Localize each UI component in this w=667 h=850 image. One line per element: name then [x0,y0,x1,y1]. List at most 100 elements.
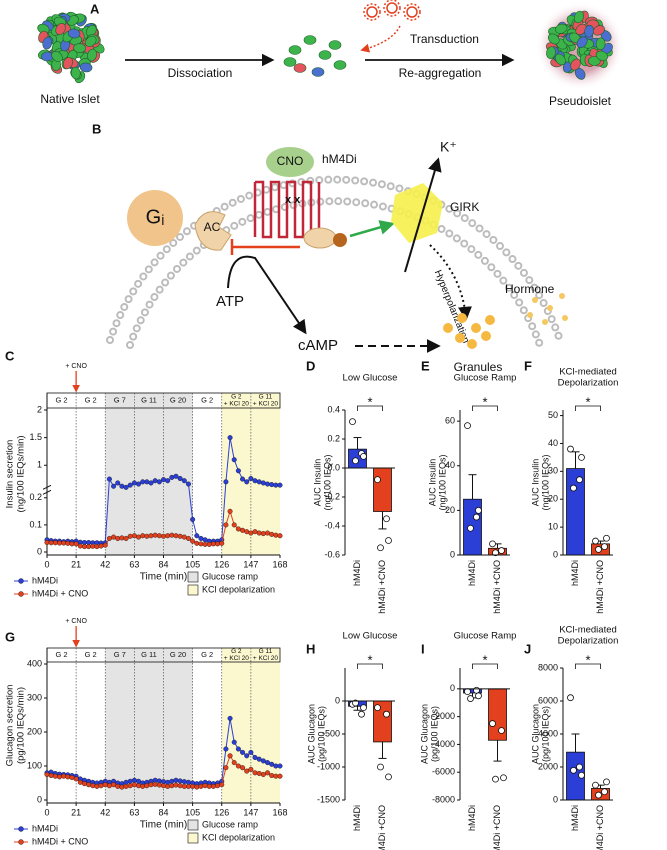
y-tick-label: 400 [27,658,42,668]
membrane-outer-core [108,177,562,342]
data-point [48,540,54,546]
data-point [231,760,237,766]
data-point [115,783,121,789]
data-point [194,540,200,546]
x-tick-label: 0 [44,559,49,569]
label: hM4Di [322,152,357,166]
data-point [152,532,158,538]
data-point [144,533,150,539]
data-point [223,746,229,752]
data-point [273,532,279,538]
x-tick-label: hM4Di +CNO [377,805,387,850]
cell [86,24,97,37]
data-point [131,782,137,788]
data-point [248,476,254,482]
cell [67,28,81,39]
data-point [269,761,275,767]
y-tick-label: 0 [553,794,558,804]
data-point [190,538,196,544]
data-point [206,783,212,789]
data-point [94,544,100,550]
y-tick-label: 0 [450,683,455,693]
x-tick-label: hM4Di +CNO [595,805,605,850]
chart-title: KCl-mediated [559,625,617,636]
data-point [595,546,602,553]
k-efflux [404,157,442,273]
significance: * [367,394,372,409]
data-point [177,783,183,789]
data-point [374,476,381,484]
cell [73,43,86,53]
cell [318,50,332,60]
data-point [244,529,250,535]
data-point [235,746,241,752]
cell [283,57,297,67]
data-point [377,763,384,771]
significance: * [585,652,590,667]
cell [546,46,556,59]
data-point [500,774,507,782]
data-point [374,704,381,711]
data-point [277,763,283,769]
data-point [206,541,212,547]
data-point [61,773,67,779]
data-point [181,779,187,785]
data-point [90,543,96,549]
data-point [102,782,108,788]
cell [42,36,53,50]
legend-label: Glucose ramp [202,819,258,829]
g-subunit [303,227,337,249]
legend-swatch [187,832,199,844]
y-tick-label: 20 [445,505,455,515]
data-point [69,775,75,781]
data-point [111,483,117,489]
significance-bracket [575,663,601,669]
legend-label: hM4Di [32,575,58,585]
virus [406,6,418,18]
data-point [377,544,384,552]
data-point [227,508,233,514]
y-tick-label: 4000 [538,728,558,738]
label: Granules [454,360,503,374]
x-tick-label: hM4Di [352,560,362,586]
data-point [136,481,142,487]
panel-a: A Native Islet Dissociation Transduction… [37,0,624,108]
data-point [106,783,112,789]
data-point [144,479,150,485]
x-tick-label: 105 [185,807,200,817]
y-axis-label: (pg/100 IEQs) [540,706,550,762]
data-point [156,533,162,539]
y-tick-label: -0.6 [324,549,340,559]
data-point [173,473,179,479]
data-point [260,772,266,778]
data-point [256,530,262,536]
data-point [601,788,608,796]
panel-letter: F [524,358,532,373]
y-axis-label: AUC Glucagon [306,704,316,764]
data-point [190,516,196,522]
segment-label: G 7 [114,650,126,659]
x-tick-label: 147 [243,559,258,569]
segment-label: + KCl 20 [224,401,249,408]
data-point [273,773,279,779]
segment-label: G 2 [231,648,242,655]
x-axis-label: Time (min) [140,572,187,583]
y-tick-label: -500 [322,728,340,738]
data-point [492,775,499,783]
y-tick-label: 6000 [538,695,558,705]
data-point [385,537,392,544]
data-point [235,468,241,474]
significance-bracket [472,405,498,411]
data-point [215,541,221,547]
data-point [252,755,258,761]
y-tick-label: -1500 [317,794,340,804]
data-point [473,513,480,521]
virus [366,6,378,18]
y-tick-label: 200 [27,726,42,736]
panel-letter: E [421,358,430,373]
legend-marker [18,578,24,584]
y-axis-label: Insulin secretion [5,440,16,509]
segment-label: + KCl 20 [253,655,278,662]
gi-protein [127,190,183,246]
panel-letter: B [92,121,101,136]
